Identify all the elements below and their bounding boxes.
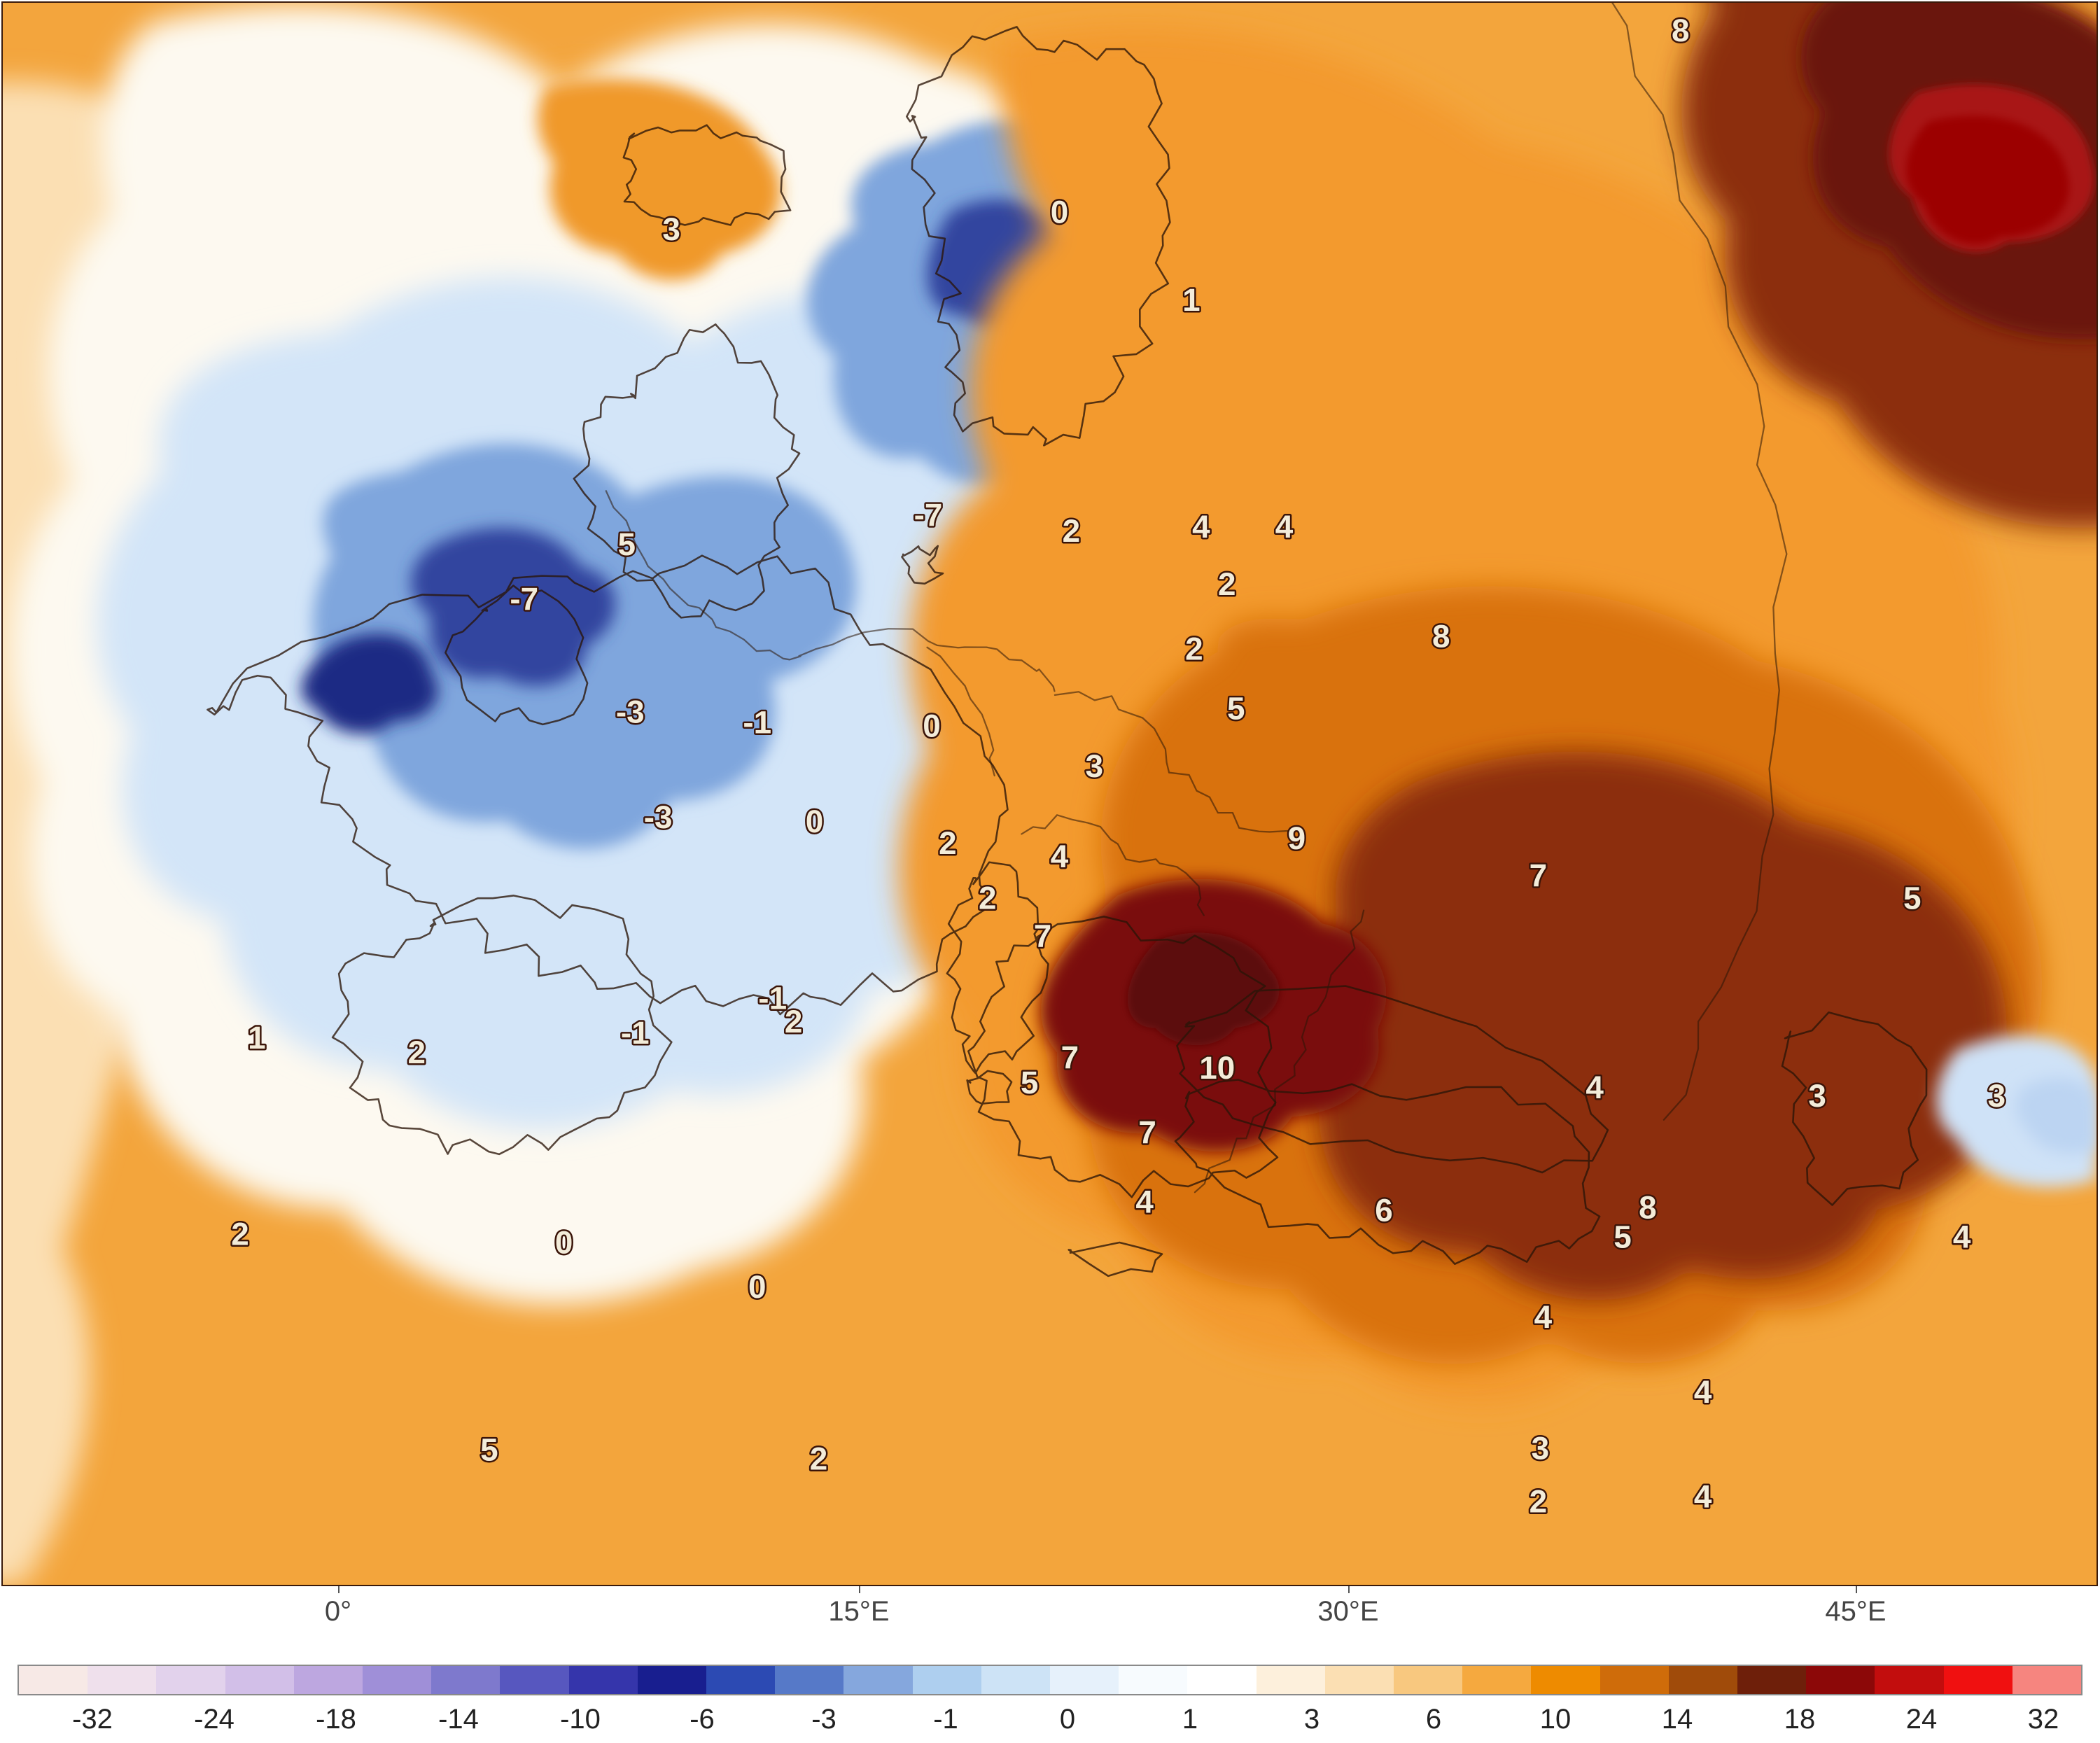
svg-text:9: 9 — [1288, 820, 1306, 856]
svg-text:-1: -1 — [758, 979, 787, 1016]
svg-text:8: 8 — [1432, 618, 1450, 654]
svg-text:2: 2 — [939, 825, 957, 861]
svg-text:-7: -7 — [510, 580, 538, 617]
svg-text:7: 7 — [1061, 1039, 1079, 1075]
svg-text:6: 6 — [1375, 1192, 1393, 1228]
svg-text:4: 4 — [1192, 508, 1210, 545]
svg-text:2: 2 — [979, 880, 997, 916]
svg-text:-1: -1 — [621, 1014, 650, 1051]
svg-text:4: 4 — [1694, 1478, 1712, 1514]
svg-text:8: 8 — [1639, 1189, 1657, 1226]
svg-text:5: 5 — [1227, 690, 1245, 726]
svg-text:3: 3 — [1808, 1077, 1826, 1114]
svg-text:3: 3 — [1086, 748, 1104, 784]
svg-text:-7: -7 — [914, 496, 943, 533]
svg-text:8: 8 — [1672, 12, 1690, 48]
svg-text:2: 2 — [810, 1441, 828, 1477]
svg-text:4: 4 — [1534, 1298, 1553, 1335]
svg-text:2: 2 — [1185, 631, 1203, 667]
svg-text:-3: -3 — [616, 693, 645, 729]
svg-text:1: 1 — [248, 1019, 266, 1056]
svg-text:2: 2 — [1530, 1483, 1548, 1519]
svg-text:3: 3 — [662, 211, 680, 247]
svg-text:4: 4 — [1586, 1069, 1604, 1105]
svg-text:-3: -3 — [644, 799, 673, 835]
svg-text:5: 5 — [1021, 1064, 1039, 1100]
svg-text:-1: -1 — [743, 704, 771, 740]
svg-text:2: 2 — [785, 1003, 803, 1040]
svg-text:4: 4 — [1694, 1373, 1712, 1410]
svg-text:5: 5 — [1903, 880, 1921, 916]
svg-text:4: 4 — [1953, 1218, 1971, 1254]
svg-text:2: 2 — [407, 1034, 426, 1070]
svg-text:2: 2 — [231, 1215, 249, 1252]
svg-text:4: 4 — [1135, 1184, 1154, 1220]
svg-text:5: 5 — [618, 526, 636, 562]
svg-text:2: 2 — [1063, 512, 1081, 549]
svg-text:4: 4 — [1051, 838, 1069, 874]
svg-text:3: 3 — [1988, 1077, 2006, 1114]
svg-text:7: 7 — [1138, 1114, 1156, 1150]
svg-text:5: 5 — [1614, 1218, 1632, 1254]
svg-text:0: 0 — [748, 1268, 766, 1305]
svg-text:5: 5 — [480, 1432, 498, 1468]
svg-text:0: 0 — [923, 707, 941, 743]
svg-text:3: 3 — [1532, 1430, 1550, 1466]
svg-text:10: 10 — [1199, 1049, 1235, 1086]
svg-text:0: 0 — [1051, 193, 1069, 230]
svg-text:0: 0 — [806, 803, 824, 839]
svg-text:2: 2 — [1218, 566, 1236, 602]
svg-text:7: 7 — [1530, 857, 1548, 893]
svg-text:1: 1 — [1182, 281, 1200, 318]
svg-text:0: 0 — [555, 1224, 573, 1260]
svg-text:7: 7 — [1034, 918, 1052, 954]
svg-text:4: 4 — [1275, 508, 1294, 545]
